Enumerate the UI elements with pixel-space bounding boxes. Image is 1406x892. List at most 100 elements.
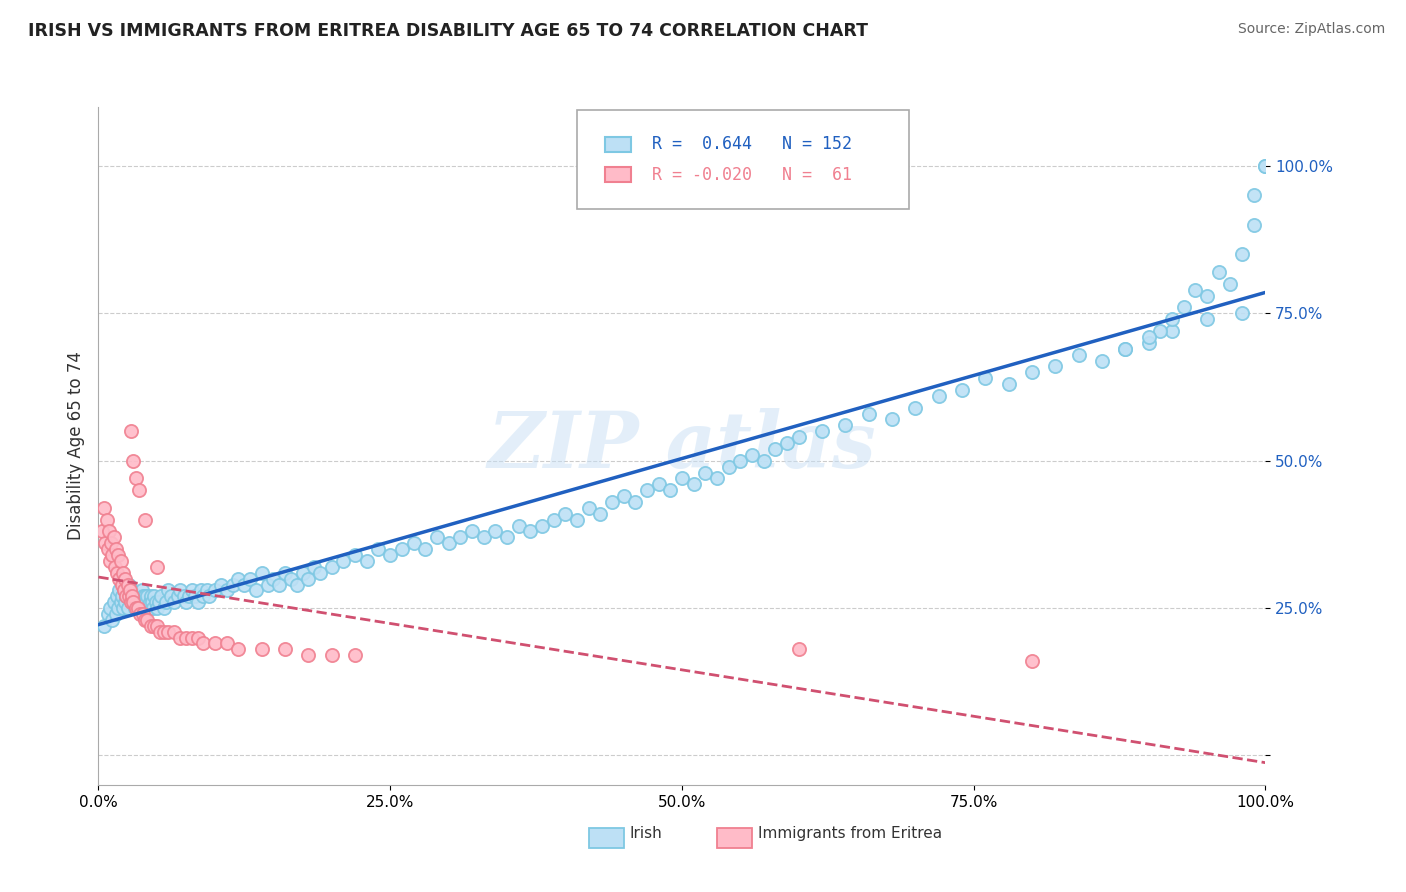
- Point: [163, 624, 186, 639]
- Y-axis label: Disability Age 65 to 74: Disability Age 65 to 74: [66, 351, 84, 541]
- Point: [150, 590, 173, 604]
- Point: [127, 601, 149, 615]
- FancyBboxPatch shape: [576, 111, 910, 209]
- Point: [787, 430, 810, 444]
- Point: [174, 631, 197, 645]
- Point: [159, 590, 181, 604]
- Point: [233, 577, 256, 591]
- Point: [198, 590, 221, 604]
- Point: [148, 595, 170, 609]
- Point: [136, 613, 159, 627]
- Text: R = -0.020   N =  61: R = -0.020 N = 61: [651, 166, 852, 184]
- Point: [93, 619, 115, 633]
- Point: [117, 577, 139, 591]
- Point: [120, 424, 142, 438]
- Point: [1254, 159, 1277, 173]
- Point: [613, 489, 636, 503]
- Point: [297, 648, 319, 663]
- Point: [111, 601, 134, 615]
- Point: [530, 518, 553, 533]
- Point: [1021, 654, 1043, 668]
- Point: [122, 595, 145, 609]
- Point: [426, 530, 449, 544]
- Point: [134, 590, 156, 604]
- Point: [115, 590, 138, 604]
- Point: [132, 607, 155, 621]
- Point: [112, 583, 135, 598]
- Point: [94, 536, 117, 550]
- Point: [659, 483, 682, 498]
- Point: [997, 377, 1019, 392]
- Point: [717, 459, 740, 474]
- Point: [904, 401, 927, 415]
- Point: [380, 548, 402, 562]
- Point: [129, 601, 152, 615]
- Point: [1137, 335, 1160, 350]
- Point: [285, 577, 308, 591]
- Point: [228, 642, 250, 657]
- Point: [332, 554, 354, 568]
- Point: [111, 577, 134, 591]
- Text: R =  0.644   N = 152: R = 0.644 N = 152: [651, 136, 852, 153]
- Point: [169, 631, 191, 645]
- Point: [291, 566, 314, 580]
- Point: [163, 595, 186, 609]
- Point: [166, 590, 188, 604]
- Point: [1208, 265, 1230, 279]
- Text: ZIP atlas: ZIP atlas: [488, 408, 876, 484]
- Point: [250, 566, 273, 580]
- Point: [115, 590, 138, 604]
- Point: [950, 383, 973, 397]
- Point: [402, 536, 425, 550]
- Point: [173, 590, 195, 604]
- Point: [321, 648, 343, 663]
- Point: [93, 500, 115, 515]
- Point: [787, 642, 810, 657]
- Point: [118, 577, 141, 591]
- Point: [108, 583, 131, 598]
- Point: [118, 583, 141, 598]
- Point: [134, 513, 156, 527]
- Point: [143, 619, 166, 633]
- Point: [125, 471, 148, 485]
- Point: [103, 530, 125, 544]
- Point: [180, 583, 202, 598]
- Point: [98, 601, 121, 615]
- Point: [1254, 159, 1277, 173]
- Point: [180, 631, 202, 645]
- Point: [132, 595, 155, 609]
- Point: [139, 595, 162, 609]
- Point: [139, 619, 162, 633]
- Bar: [605, 168, 630, 182]
- Text: Irish: Irish: [630, 826, 662, 840]
- Point: [1219, 277, 1241, 291]
- Point: [367, 542, 389, 557]
- Point: [104, 559, 127, 574]
- Point: [1161, 312, 1184, 326]
- Point: [1195, 288, 1218, 302]
- Point: [496, 530, 519, 544]
- Point: [128, 595, 150, 609]
- Point: [256, 577, 278, 591]
- Point: [647, 477, 669, 491]
- Point: [1021, 365, 1043, 379]
- Point: [139, 590, 162, 604]
- Point: [111, 566, 134, 580]
- Point: [131, 583, 153, 598]
- Point: [763, 442, 786, 456]
- Bar: [589, 828, 623, 848]
- Point: [90, 524, 112, 539]
- Point: [344, 548, 367, 562]
- Point: [304, 559, 326, 574]
- Point: [1114, 342, 1136, 356]
- Text: Immigrants from Eritrea: Immigrants from Eritrea: [758, 826, 942, 840]
- Point: [228, 572, 250, 586]
- Point: [101, 613, 124, 627]
- Point: [600, 495, 623, 509]
- Point: [391, 542, 413, 557]
- Point: [1137, 330, 1160, 344]
- Point: [149, 624, 172, 639]
- Point: [624, 495, 647, 509]
- Point: [114, 572, 136, 586]
- Point: [1091, 353, 1114, 368]
